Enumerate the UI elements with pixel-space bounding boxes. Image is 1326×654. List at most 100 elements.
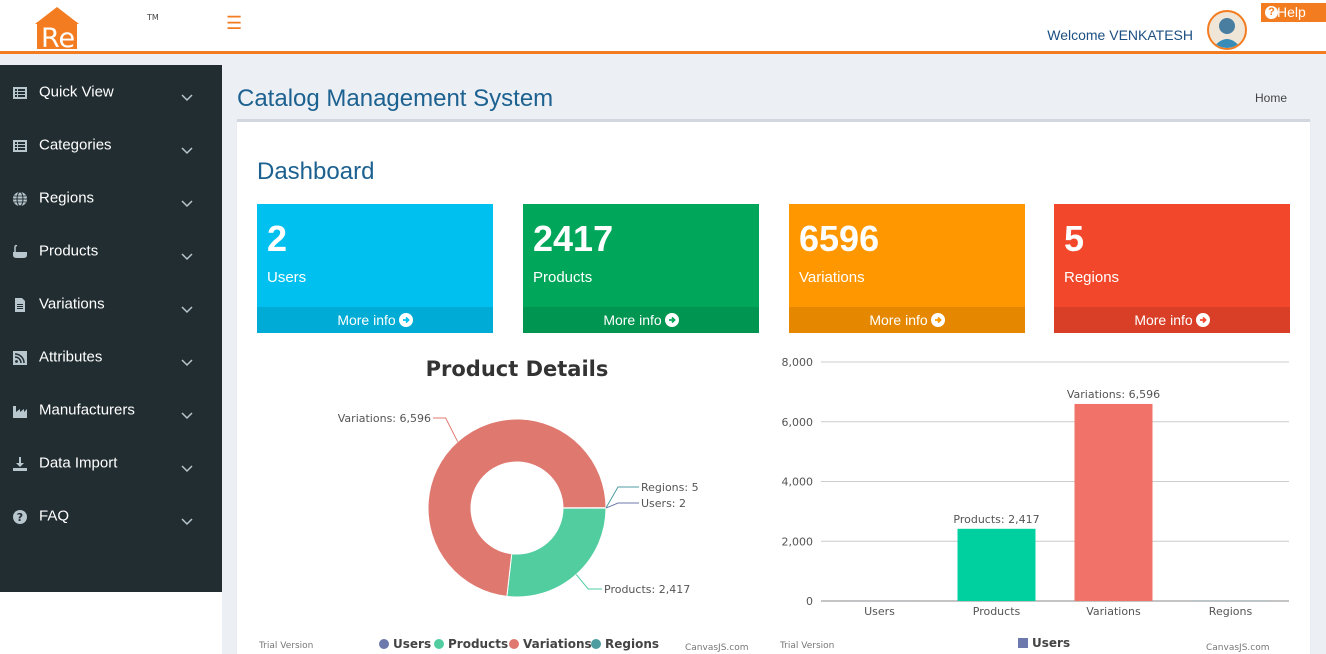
- chart-title: Product Details: [426, 357, 609, 381]
- sidebar-item-label: FAQ: [39, 507, 70, 525]
- list-icon: [12, 85, 28, 101]
- stat-number: 2: [267, 218, 288, 259]
- logo-text: ReMAP: [41, 23, 133, 50]
- legend-marker: [591, 639, 601, 649]
- sidebar-item-label: Attributes: [39, 348, 103, 366]
- x-tick-label: Products: [973, 605, 1021, 618]
- data-label: Products: 2,417: [604, 583, 690, 596]
- sidebar-item-label: Categories: [39, 136, 112, 154]
- stat-caption: Products: [533, 269, 593, 286]
- more-info-label: More info: [337, 312, 396, 328]
- sidebar-item-regions[interactable]: Regions: [0, 171, 222, 224]
- canvasjs-credit: CanvasJS.com: [685, 643, 748, 653]
- data-label: Variations: 6,596: [1067, 388, 1160, 401]
- sidebar-item-products[interactable]: Products: [0, 224, 222, 277]
- arrow-circle-right-icon: [1195, 313, 1210, 327]
- arrow-circle-right-icon: [664, 313, 679, 327]
- more-info-link[interactable]: More info: [523, 307, 759, 333]
- trial-version-text: Trial Version: [258, 641, 313, 651]
- list-icon: [12, 138, 28, 154]
- sidebar-item-manufacturers[interactable]: Manufacturers: [0, 383, 222, 436]
- breadcrumb-home[interactable]: Home: [1255, 91, 1288, 105]
- sidebar-item-quick-view[interactable]: Quick View: [0, 65, 222, 118]
- help-label: Help: [1277, 4, 1306, 20]
- stat-number: 2417: [533, 218, 614, 259]
- legend-marker: [1018, 638, 1028, 648]
- legend-item: Regions: [605, 637, 659, 651]
- data-label: Users: 2: [641, 497, 686, 510]
- stat-number: 6596: [799, 218, 880, 259]
- more-info-link[interactable]: More info: [1054, 307, 1290, 333]
- slice-variations: [427, 418, 607, 597]
- legend-item: Products: [448, 637, 508, 651]
- leader-line: [433, 417, 459, 442]
- leader-line: [605, 486, 639, 509]
- bar-variations: [1074, 403, 1153, 601]
- help-button[interactable]: ? Help: [1261, 3, 1326, 22]
- more-info-label: More info: [869, 312, 928, 328]
- sidebar-item-data-import[interactable]: Data Import: [0, 436, 222, 489]
- bathtub-icon: [12, 244, 28, 260]
- more-info-link[interactable]: More info: [257, 307, 493, 333]
- file-icon: [12, 297, 28, 313]
- slice-products: [506, 507, 607, 598]
- stat-caption: Users: [267, 269, 307, 286]
- canvasjs-credit: CanvasJS.com: [1206, 643, 1269, 653]
- arrow-circle-right-icon: [930, 313, 945, 327]
- user-avatar[interactable]: [1207, 10, 1247, 50]
- chevron-down-icon[interactable]: [180, 196, 194, 208]
- sidebar-item-label: Variations: [39, 295, 105, 313]
- sidebar-footer-space: [0, 592, 222, 654]
- stat-card-products: 2417 Products More info: [523, 204, 759, 333]
- product-details-doughnut-chart: Product Details Users: 2 Products: 2,417 Va…: [258, 357, 748, 653]
- more-info-label: More info: [1134, 312, 1193, 328]
- sidebar-item-label: Regions: [39, 189, 95, 207]
- sidebar-item-variations[interactable]: Variations: [0, 277, 222, 330]
- chevron-down-icon[interactable]: [180, 249, 194, 261]
- sidebar: Quick View Categories Regions Products Varia…: [0, 65, 222, 592]
- menu-toggle-icon[interactable]: ☰: [226, 13, 243, 33]
- legend-marker: [434, 639, 444, 649]
- download-icon: [12, 456, 28, 472]
- legend-item: Users: [393, 637, 431, 651]
- y-tick-label: 6,000: [782, 416, 814, 429]
- remap-logo[interactable]: ReMAP TM: [33, 4, 163, 54]
- bar-products: [957, 528, 1036, 601]
- data-label: Variations: 6,596: [338, 412, 431, 425]
- y-tick-label: 8,000: [782, 356, 814, 369]
- sidebar-item-attributes[interactable]: Attributes: [0, 330, 222, 383]
- y-tick-label: 4,000: [782, 476, 814, 489]
- legend-marker: [509, 639, 519, 649]
- globe-icon: [12, 191, 28, 207]
- trial-version-text: Trial Version: [779, 641, 834, 651]
- more-info-label: More info: [603, 312, 662, 328]
- sidebar-item-categories[interactable]: Categories: [0, 118, 222, 171]
- stat-caption: Variations: [799, 269, 865, 286]
- sidebar-item-label: Manufacturers: [39, 401, 135, 419]
- x-tick-label: Regions: [1209, 605, 1253, 618]
- legend-item: Users: [1032, 636, 1070, 650]
- question-icon: ?: [12, 509, 28, 525]
- product-bar-chart: 0 2,000 4,000 6,000 8,000 Users Products Produc…: [779, 356, 1289, 653]
- welcome-text: Welcome VENKATESH: [1047, 27, 1193, 43]
- chevron-down-icon[interactable]: [180, 355, 194, 367]
- question-icon: ?: [1265, 6, 1278, 19]
- chevron-down-icon[interactable]: [180, 408, 194, 420]
- industry-icon: [12, 403, 28, 419]
- stat-card-users: 2 Users More info: [257, 204, 493, 333]
- chevron-down-icon[interactable]: [180, 143, 194, 155]
- legend-item: Variations: [523, 637, 592, 651]
- sidebar-item-label: Data Import: [39, 454, 118, 472]
- legend-marker: [379, 639, 389, 649]
- sidebar-item-label: Products: [39, 242, 99, 260]
- svg-text:?: ?: [17, 511, 23, 524]
- chevron-down-icon[interactable]: [180, 461, 194, 473]
- chevron-down-icon[interactable]: [180, 514, 194, 526]
- x-tick-label: Variations: [1086, 605, 1141, 618]
- sidebar-item-faq[interactable]: ? FAQ: [0, 489, 222, 542]
- chevron-down-icon[interactable]: [180, 90, 194, 102]
- arrow-circle-right-icon: [398, 313, 413, 327]
- more-info-link[interactable]: More info: [789, 307, 1025, 333]
- chevron-down-icon[interactable]: [180, 302, 194, 314]
- dashboard-title: Dashboard: [257, 158, 375, 185]
